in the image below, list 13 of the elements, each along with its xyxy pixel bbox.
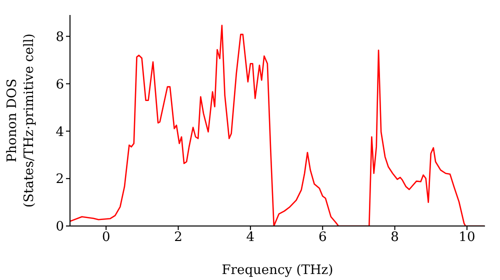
- x-tick-label: 8: [390, 230, 399, 246]
- y-tick-label: 8: [56, 30, 64, 45]
- x-tick-label: 2: [174, 230, 182, 246]
- x-tick-label: 0: [102, 230, 110, 246]
- y-tick-label: 2: [56, 172, 64, 188]
- y-tick-label: 0: [56, 220, 64, 235]
- x-tick-label: 6: [318, 230, 327, 246]
- x-tick-label: 4: [246, 230, 255, 246]
- y-tick-label: 4: [56, 124, 64, 140]
- x-axis-title: Frequency (THz): [222, 263, 334, 278]
- y-tick-label: 6: [56, 77, 64, 92]
- x-tick-label: 10: [458, 230, 476, 246]
- y-axis-title: Phonon DOS (States/THz·primitive cell): [5, 33, 37, 208]
